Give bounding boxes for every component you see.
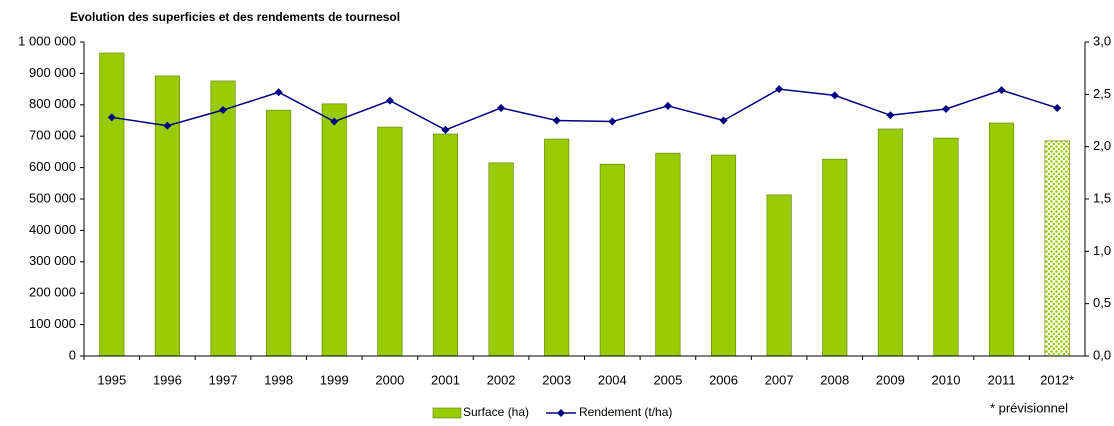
x-tick-label: 2005 <box>653 372 682 387</box>
y-tick-label: 800 000 <box>29 96 76 111</box>
x-tick-label: 2001 <box>431 372 460 387</box>
y-tick-label: 1 000 000 <box>18 33 76 48</box>
marker <box>441 125 450 134</box>
marker <box>219 106 228 115</box>
x-tick-label: 2010 <box>932 372 961 387</box>
x-tick-label: 1996 <box>153 372 182 387</box>
x-tick-label: 1997 <box>209 372 238 387</box>
y-tick-label: 900 000 <box>29 65 76 80</box>
marker <box>663 101 672 110</box>
y-tick-label: 100 000 <box>29 316 76 331</box>
y-tick-label: 400 000 <box>29 222 76 237</box>
bar <box>321 103 347 357</box>
y-tick-label: 0 <box>69 347 76 362</box>
marker <box>719 116 728 125</box>
x-tick-label: 2012* <box>1040 372 1074 387</box>
x-tick-label: 2006 <box>709 372 738 387</box>
y-tick-label: 500 000 <box>29 190 76 205</box>
bar <box>544 138 570 357</box>
bar <box>1044 140 1070 357</box>
x-tick-label: 1999 <box>320 372 349 387</box>
y2-tick-label: 3,0 <box>1093 33 1111 48</box>
x-tick-label: 2004 <box>598 372 627 387</box>
marker <box>608 117 617 126</box>
y-tick-label: 700 000 <box>29 128 76 143</box>
marker <box>1053 103 1062 112</box>
bar <box>432 133 459 357</box>
bar <box>710 154 737 357</box>
chart-title: Evolution des superficies et des rendeme… <box>70 10 400 24</box>
marker <box>385 96 394 105</box>
x-tick-label: 2008 <box>820 372 849 387</box>
marker <box>497 103 506 112</box>
marker <box>274 88 283 97</box>
bar <box>599 163 625 357</box>
bar <box>154 75 180 357</box>
x-tick-label: 2007 <box>765 372 794 387</box>
y2-tick-label: 2,5 <box>1093 86 1111 101</box>
x-tick-label: 2011 <box>988 372 1016 387</box>
legend-label: Rendement (t/ha) <box>579 405 672 419</box>
x-tick-label: 1995 <box>97 372 126 387</box>
marker <box>775 85 784 94</box>
bar <box>877 128 903 357</box>
marker <box>107 113 116 122</box>
y-tick-label: 300 000 <box>29 253 76 268</box>
marker <box>941 104 950 113</box>
bar <box>266 109 292 357</box>
y2-tick-label: 1,5 <box>1093 190 1111 205</box>
bar <box>822 158 848 357</box>
bar <box>377 126 403 357</box>
y2-tick-label: 2,0 <box>1093 138 1111 153</box>
x-tick-label: 2002 <box>487 372 516 387</box>
bar <box>655 152 681 357</box>
marker <box>163 121 172 130</box>
x-tick-label: 1998 <box>264 372 293 387</box>
bar <box>766 194 792 357</box>
legend-marker <box>557 409 565 417</box>
bar <box>933 137 959 357</box>
legend-label: Surface (ha) <box>463 405 529 419</box>
y2-tick-label: 0,5 <box>1093 295 1111 310</box>
marker <box>830 91 839 100</box>
marker <box>552 116 561 125</box>
marker <box>330 117 339 126</box>
y-tick-label: 200 000 <box>29 285 76 300</box>
y2-tick-label: 1,0 <box>1093 243 1111 258</box>
marker <box>886 111 895 120</box>
y2-tick-label: 0,0 <box>1093 347 1111 362</box>
x-tick-label: 2003 <box>542 372 571 387</box>
legend-swatch <box>432 407 462 419</box>
bar <box>210 80 236 357</box>
x-tick-label: 2009 <box>876 372 905 387</box>
annotation: * prévisionnel <box>990 400 1068 415</box>
bar <box>488 162 514 357</box>
line <box>111 88 1058 131</box>
x-tick-label: 2000 <box>375 372 404 387</box>
marker <box>997 86 1006 95</box>
bar <box>989 122 1015 357</box>
y-tick-label: 600 000 <box>29 159 76 174</box>
bar <box>99 52 125 357</box>
